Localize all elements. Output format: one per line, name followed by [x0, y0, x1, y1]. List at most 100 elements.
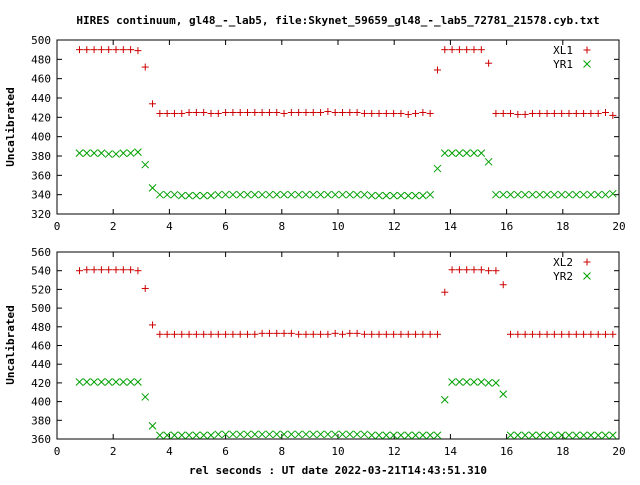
data-point-yr2 [170, 431, 179, 439]
data-point-xl2 [185, 330, 193, 338]
x-tick-label: 20 [612, 445, 625, 458]
data-point-xl1 [105, 46, 113, 54]
data-point-yr1-d2 [316, 190, 325, 199]
data-point-yr2 [155, 431, 164, 439]
data-point-yr1 [594, 190, 603, 199]
data-point-yr2 [82, 378, 91, 386]
data-point-xl1 [97, 46, 105, 54]
data-point-xl1 [178, 109, 186, 117]
data-point-yr1-d2 [97, 149, 106, 157]
y-tick-label: 500 [31, 302, 51, 315]
data-point-yr2-d2 [404, 431, 413, 439]
x-tick-label: 4 [166, 445, 173, 458]
data-point-xl2 [229, 330, 237, 338]
data-point-yr2 [419, 431, 427, 439]
data-point-yr1-d2 [221, 190, 230, 199]
data-point-xl1 [280, 109, 288, 117]
data-point-yr1 [90, 149, 98, 157]
data-point-xl1 [477, 46, 485, 54]
data-point-xl1 [558, 109, 566, 117]
data-point-yr1 [375, 191, 383, 200]
data-point-yr1 [287, 190, 296, 199]
data-point-yr1-d2 [360, 190, 369, 199]
data-point-yr1 [345, 190, 354, 199]
data-point-xl2 [287, 329, 295, 337]
data-point-xl2 [75, 267, 83, 275]
data-point-yr1-d2 [82, 149, 91, 157]
data-point-yr2 [104, 378, 113, 386]
data-point-xl1 [587, 109, 595, 117]
data-point-xl2 [83, 266, 91, 274]
data-point-yr1 [75, 149, 84, 157]
legend-marker-yr2 [583, 272, 591, 280]
data-point-yr2 [163, 431, 172, 439]
data-point-yr2 [470, 378, 478, 386]
data-point-yr1 [470, 149, 478, 157]
data-point-xl1 [463, 46, 471, 54]
data-point-xl2 [382, 330, 390, 338]
data-point-xl1 [244, 109, 252, 116]
data-point-xl2 [170, 330, 178, 338]
data-point-yr1-d2 [258, 190, 266, 199]
data-point-yr2 [309, 430, 318, 439]
data-point-yr1 [294, 190, 303, 199]
data-point-xl2 [258, 329, 266, 337]
data-point-yr2 [528, 431, 537, 439]
data-point-yr2 [587, 431, 595, 439]
data-point-yr2-d2 [360, 430, 369, 439]
y-tick-label: 440 [31, 358, 51, 371]
data-point-yr1-d2 [163, 190, 172, 199]
data-point-yr1 [104, 150, 113, 158]
legend-marker-yr1 [583, 60, 591, 68]
data-point-xl1 [360, 109, 368, 117]
y-tick-label: 380 [31, 150, 51, 163]
data-point-yr1 [148, 184, 157, 192]
data-point-yr1-d2 [433, 164, 442, 173]
y-tick-label: 420 [31, 111, 51, 124]
data-point-xl2 [331, 329, 339, 337]
data-point-yr1-d2 [207, 191, 215, 200]
data-point-yr2-d2 [397, 431, 405, 439]
legend-label-yr2: YR2 [553, 270, 573, 283]
data-point-xl2 [580, 330, 588, 338]
data-point-yr2 [214, 430, 223, 439]
y-tick-label: 560 [31, 246, 51, 259]
data-point-yr2 [550, 431, 559, 439]
data-point-yr1 [258, 190, 266, 199]
data-point-xl1 [302, 109, 310, 116]
data-point-xl1 [90, 46, 98, 54]
x-tick-label: 14 [444, 220, 458, 233]
y-tick-label: 360 [31, 169, 51, 182]
data-point-yr1 [331, 190, 340, 199]
data-point-yr2 [229, 430, 237, 439]
data-point-yr2-d2 [601, 431, 610, 439]
data-point-yr2-d2 [177, 431, 186, 439]
data-point-xl1 [470, 46, 478, 54]
data-point-yr2 [119, 378, 128, 386]
data-point-yr2 [492, 379, 500, 387]
data-point-yr1-d2 [426, 190, 435, 199]
data-point-yr1 [134, 148, 142, 156]
data-point-yr1 [199, 191, 208, 200]
data-point-yr1 [565, 190, 573, 199]
data-point-xl1 [433, 66, 441, 74]
data-point-yr2-d2 [535, 431, 544, 439]
data-point-yr1 [112, 150, 120, 158]
data-point-yr2 [397, 431, 405, 439]
data-point-yr1-d2 [594, 190, 603, 199]
data-point-yr2-d2 [594, 431, 603, 439]
panel-1: 0 2 4 6 8 10 12 14 16 18 20 320 340 360 380 400 420 440 46… [4, 34, 626, 233]
data-point-yr1 [433, 164, 442, 173]
data-point-yr1-d2 [462, 149, 471, 157]
data-point-yr1 [82, 149, 91, 157]
data-point-xl1 [543, 109, 551, 117]
data-point-yr2 [572, 431, 581, 439]
data-point-xl2 [433, 330, 441, 338]
data-point-yr2-d2 [484, 379, 493, 387]
data-point-xl1 [455, 46, 463, 54]
data-point-yr1 [426, 190, 435, 199]
x-tick-label: 4 [166, 220, 173, 233]
data-point-yr1-d2 [484, 157, 493, 166]
x-tick-label: 10 [331, 445, 344, 458]
data-point-yr1-d2 [543, 190, 551, 199]
